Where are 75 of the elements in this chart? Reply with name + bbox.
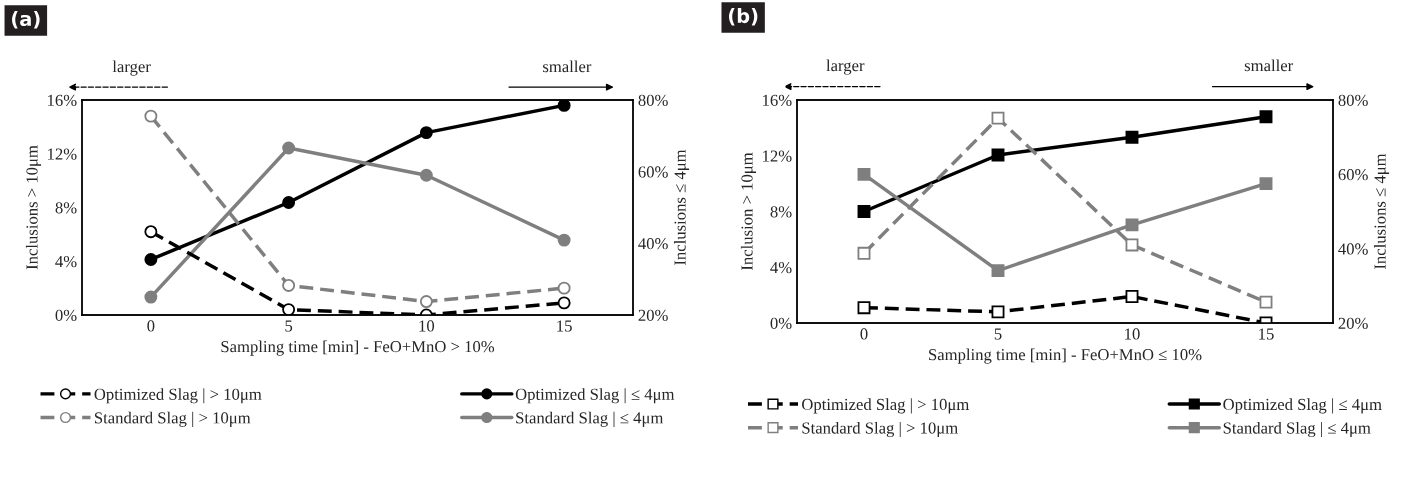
x-axis-title: Sampling time [min] - FeO+MnO > 10%: [221, 340, 495, 356]
point: [557, 233, 571, 247]
point: [282, 141, 296, 155]
point: [857, 167, 871, 181]
y2-axis-title: Inclusions ≤ 4μm: [673, 149, 690, 266]
point: [1259, 295, 1273, 309]
point: [144, 109, 158, 123]
y-tick-label: 8%: [770, 206, 792, 218]
text: larger: [112, 60, 151, 76]
point: [991, 264, 1005, 278]
point: [857, 205, 871, 218]
point: [991, 111, 1005, 125]
point: [144, 225, 158, 239]
text: smaller: [543, 60, 592, 73]
y-tick-label: 16%: [48, 94, 77, 106]
x-axis-title: Sampling time [min] - FeO+MnO ≤ 10%: [929, 348, 1202, 364]
point: [144, 290, 158, 304]
legend-label: Standard Slag | ≤ 4μm: [516, 411, 664, 427]
y-axis-title: Inclusion > 10μm: [740, 152, 757, 271]
x-tick-label: 10: [1125, 328, 1140, 340]
y2-tick-label: 40%: [638, 238, 668, 250]
legend-label: Optimized Slag | > 10μm: [94, 388, 262, 404]
y2-tick-label: 80%: [638, 94, 668, 106]
y2-tick-label: 60%: [638, 166, 668, 178]
point: [557, 296, 571, 310]
point: [282, 303, 296, 315]
y-tick-label: 12%: [763, 150, 792, 162]
y2-tick-label: 20%: [1338, 317, 1368, 329]
point: [1125, 218, 1139, 232]
legend-label: Standard Slag | > 10μm: [802, 421, 958, 438]
point: [1125, 238, 1139, 252]
y2-tick-label: 60%: [1338, 169, 1368, 181]
point: [144, 252, 158, 266]
legend-label: Standard Slag | > 10μm: [94, 411, 251, 427]
point: [1259, 177, 1273, 191]
legend-label: Optimized Slag | ≤ 4μm: [515, 388, 675, 404]
point: [1125, 290, 1139, 303]
y-tick-label: 8%: [55, 202, 77, 214]
x-tick-label: 0: [860, 328, 868, 340]
x-tick-label: 15: [1259, 328, 1274, 340]
legend-label: Optimized Slag | ≤ 4μm: [1223, 398, 1382, 414]
chart-title: (a): [12, 11, 40, 29]
x-tick-label: 5: [994, 328, 1002, 340]
point: [557, 100, 571, 112]
y2-tick-label: 40%: [1338, 243, 1368, 255]
x-tick-label: 5: [285, 320, 293, 332]
y-tick-label: 4%: [55, 255, 77, 268]
point: [557, 281, 571, 295]
point: [419, 168, 433, 182]
point: [1125, 130, 1139, 144]
y2-axis-title: Inclusions ≤ 4μm: [1373, 153, 1390, 270]
point: [857, 246, 871, 260]
x-tick-label: 15: [557, 320, 572, 332]
point: [1259, 110, 1273, 124]
point: [282, 196, 296, 209]
point: [991, 305, 1005, 319]
text: larger: [826, 59, 865, 75]
chart-title: (b): [728, 8, 758, 26]
y-tick-label: 4%: [770, 261, 792, 274]
x-tick-label: 0: [147, 320, 155, 332]
point: [857, 301, 871, 315]
y-tick-label: 16%: [763, 94, 792, 106]
y-tick-label: 0%: [55, 309, 77, 321]
text: smaller: [1244, 59, 1294, 72]
legend-label: Optimized Slag | > 10μm: [802, 398, 970, 414]
y-axis-title: Inclusions > 10μm: [25, 145, 42, 270]
y2-tick-label: 20%: [638, 309, 668, 321]
point: [419, 295, 433, 309]
y-tick-label: 12%: [48, 148, 77, 160]
point: [419, 126, 433, 140]
x-tick-label: 10: [419, 320, 435, 332]
legend-label: Standard Slag | ≤ 4μm: [1223, 421, 1371, 438]
y2-tick-label: 80%: [1338, 94, 1368, 106]
y-tick-label: 0%: [770, 317, 792, 329]
point: [282, 278, 296, 292]
